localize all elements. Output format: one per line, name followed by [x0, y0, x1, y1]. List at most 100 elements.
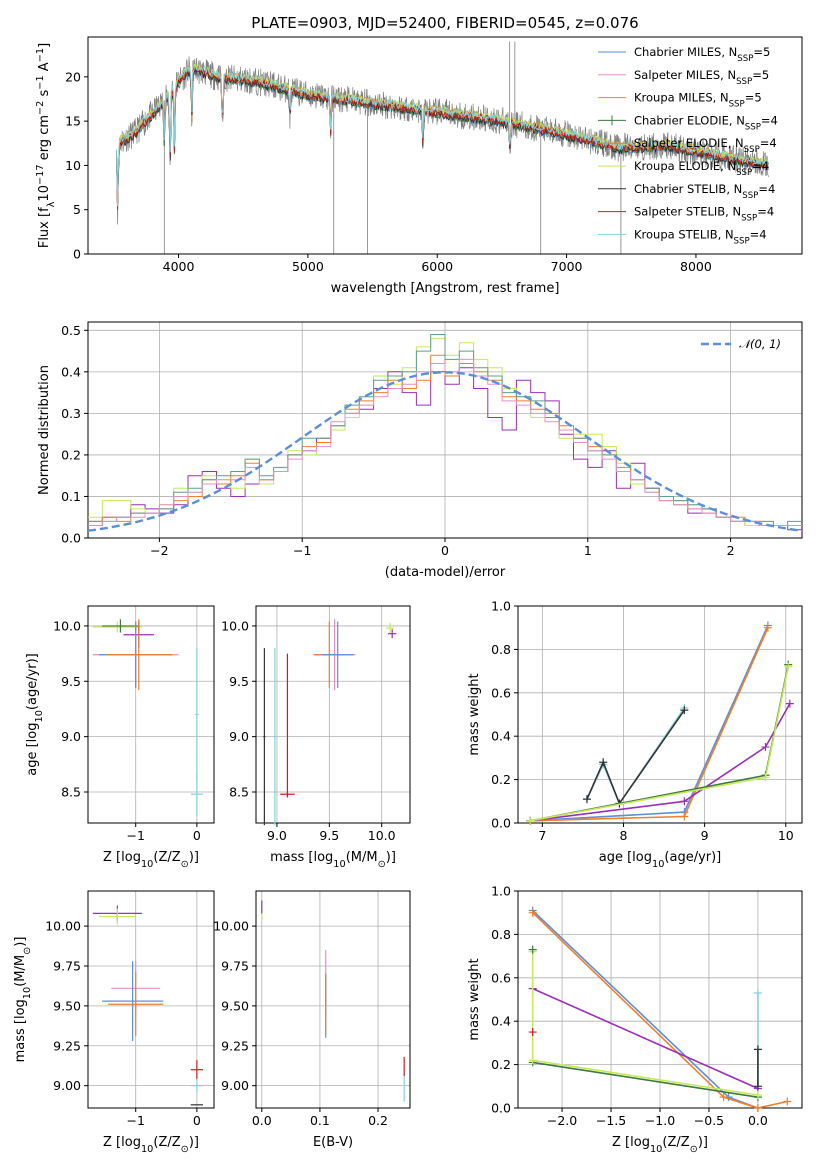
age-Z-ytick-label: 10.0 [53, 618, 81, 633]
mass-weight-age-ytick-label: 1.0 [491, 599, 511, 614]
legend-label: Salpeter STELIB, NSSP=4 [634, 205, 774, 224]
spectrum-ylabel-part: ] [37, 43, 52, 48]
mass-weight-Z-xtick-label: −1.0 [645, 1113, 675, 1128]
spectrum-model-line [116, 66, 769, 210]
mass-weight-marker [528, 908, 537, 917]
residuals-ytick-label: 0.1 [61, 489, 81, 504]
mass-Z-xlabel-part: Z [log [103, 1135, 141, 1150]
age-Z-ytick-label: 8.5 [61, 785, 81, 800]
legend-label: Salpeter MILES, NSSP=5 [634, 68, 769, 87]
age-Z-ytick-label: 9.0 [61, 729, 81, 744]
legend-label: Kroupa STELIB, NSSP=4 [634, 227, 767, 246]
mass-Z-ylabel-part: )] [13, 937, 28, 947]
age-Z-xtick-label: 0 [193, 828, 201, 843]
age-mass-xtick-label: 10.0 [368, 828, 396, 843]
legend-nssp-sub: SSP [744, 145, 760, 155]
residuals-ytick-label: 0.5 [61, 323, 81, 338]
spectrum-ytick-label: 20 [65, 69, 81, 84]
mass-weight-marker [680, 706, 689, 715]
mass-EBV-ytick-label: 9.50 [221, 998, 249, 1013]
mass-weight-Z-frame [517, 890, 803, 1109]
mass-EBV-xlabel: E(B-V) [313, 1135, 353, 1150]
spectrum-ylabel-part: Flux [f [37, 207, 52, 248]
mass-Z-ytick-label: 9.25 [53, 1038, 81, 1053]
spectrum-model-line [116, 64, 769, 207]
mass-weight-marker [753, 1045, 762, 1054]
legend-nssp-value: =4 [750, 227, 767, 241]
mass-weight-Z-ytick-label: 0.2 [491, 1057, 511, 1072]
mass-weight-Z-ytick-label: 0.6 [491, 970, 511, 985]
spectrum-panel: 4000 5000 6000 7000 8000 0 5 10 15 20 wavelength [… [35, 36, 803, 296]
legend-nssp-value: =5 [745, 91, 762, 105]
legend-nssp-value: =4 [757, 205, 774, 219]
spectrum-ylabel-part: −1 [35, 75, 46, 89]
legend-item: Chabrier STELIB, NSSP=4 [598, 182, 775, 201]
residuals-xlabel: (data-model)/error [385, 565, 506, 580]
legend-label: Salpeter ELODIE, NSSP=4 [634, 136, 777, 155]
residual-histogram [88, 334, 802, 526]
legend-item: Kroupa MILES, NSSP=5 [598, 91, 762, 110]
residuals-panel: −2 −1 0 1 2 0.0 0.1 0.2 0.3 0.4 0.5 𝒩(0, 1) (data-mo… [37, 321, 803, 580]
mass-weight-Z-xtick-label: −0.5 [694, 1113, 724, 1128]
mass-weight-age-xtick-label: 10 [778, 828, 794, 843]
age-Z-ylabel-part: 10 [34, 710, 45, 722]
age-Z-xlabel: Z [log10(Z/Z⊙)] [103, 850, 199, 870]
mass-weight-Z-ytick-label: 0.8 [491, 927, 511, 942]
spectrum-xtick-label: 4000 [163, 259, 195, 274]
mass-weight-age-xlabel: age [log10(age/yr)] [599, 850, 722, 870]
residuals-ytick-label: 0.4 [61, 364, 81, 379]
legend-nssp-label: N [729, 45, 738, 59]
legend-nssp-sub: SSP [745, 122, 761, 132]
legend-item: Kroupa STELIB, NSSP=4 [598, 227, 767, 246]
legend-label: Chabrier STELIB, NSSP=4 [634, 182, 775, 201]
residuals-xtick-label: 1 [584, 543, 592, 558]
legend-nssp-sub: SSP [736, 168, 752, 178]
spectrum-ylabel-part: 10 [37, 185, 52, 202]
mass-weight-age-xlabel-part: age [log [599, 850, 652, 865]
mass-weight-marker [763, 623, 772, 632]
legend-label: Kroupa ELODIE, NSSP=4 [634, 159, 769, 178]
spectrum-ylabel-part: −2 [35, 101, 46, 115]
legend-nssp-label: N [727, 159, 736, 173]
age-mass-frame [255, 605, 411, 824]
mass-weight-marker [753, 1104, 762, 1112]
spectrum-ylabel-part: A [37, 62, 52, 75]
legend-series-name: Salpeter STELIB, [634, 205, 732, 219]
age-Z-panel: −1 08.59.09.510.0Z [log10(Z/Z⊙)]age [log1… [25, 605, 215, 870]
mass-weight-marker [528, 1056, 537, 1065]
mass-weight-Z-ylabel: mass weight [467, 958, 482, 1040]
mass-Z-frame [87, 890, 215, 1109]
residual-histogram [88, 358, 802, 526]
age-mass-xlabel-part: )] [386, 850, 396, 865]
mass-weight-Z-xlabel-part: (Z/Z [662, 1135, 689, 1150]
legend-nssp-label: N [725, 227, 734, 241]
residuals-ytick-label: 0.2 [61, 447, 81, 462]
mass-weight-age-ytick-label: 0.2 [491, 772, 511, 787]
mass-Z-xtick-label: 0 [193, 1113, 201, 1128]
age-Z-frame [87, 605, 215, 824]
legend-series-name: Kroupa STELIB, [634, 227, 725, 241]
mass-weight-marker [680, 812, 689, 821]
age-mass-panel: 9.0 9.5 10.0 8.5 9.0 9.5 10.0 mass [log10(M/M⊙)… [221, 605, 411, 870]
age-mass-xlabel-part: mass [log [270, 850, 333, 865]
legend-series-name: Chabrier MILES, [634, 45, 729, 59]
age-mass-ytick-label: 10.0 [221, 618, 249, 633]
age-mass-ytick-label: 9.0 [229, 729, 249, 744]
errorbar-point [273, 648, 276, 826]
mass-weight-marker [526, 816, 535, 825]
mass-EBV-xtick-label: 0.0 [252, 1113, 272, 1128]
mass-Z-ylabel-part: (M/M [13, 955, 28, 987]
residuals-xtick-label: 2 [727, 543, 735, 558]
mass-weight-Z-xlabel-part: ⊙ [690, 1144, 698, 1155]
mass-weight-line [532, 987, 759, 1090]
mass-weight-age-ytick-label: 0.4 [491, 729, 511, 744]
legend-series-name: Chabrier STELIB, [634, 182, 734, 196]
mass-weight-age-frame [517, 605, 803, 824]
mass-EBV-ytick-label: 9.25 [221, 1038, 249, 1053]
residuals-ytick-label: 0.0 [61, 531, 81, 546]
mass-weight-line [586, 707, 685, 806]
legend-series-name: Kroupa MILES, [634, 91, 720, 105]
legend-item: Salpeter MILES, NSSP=5 [598, 68, 769, 87]
mass-EBV-frame [255, 890, 411, 1109]
